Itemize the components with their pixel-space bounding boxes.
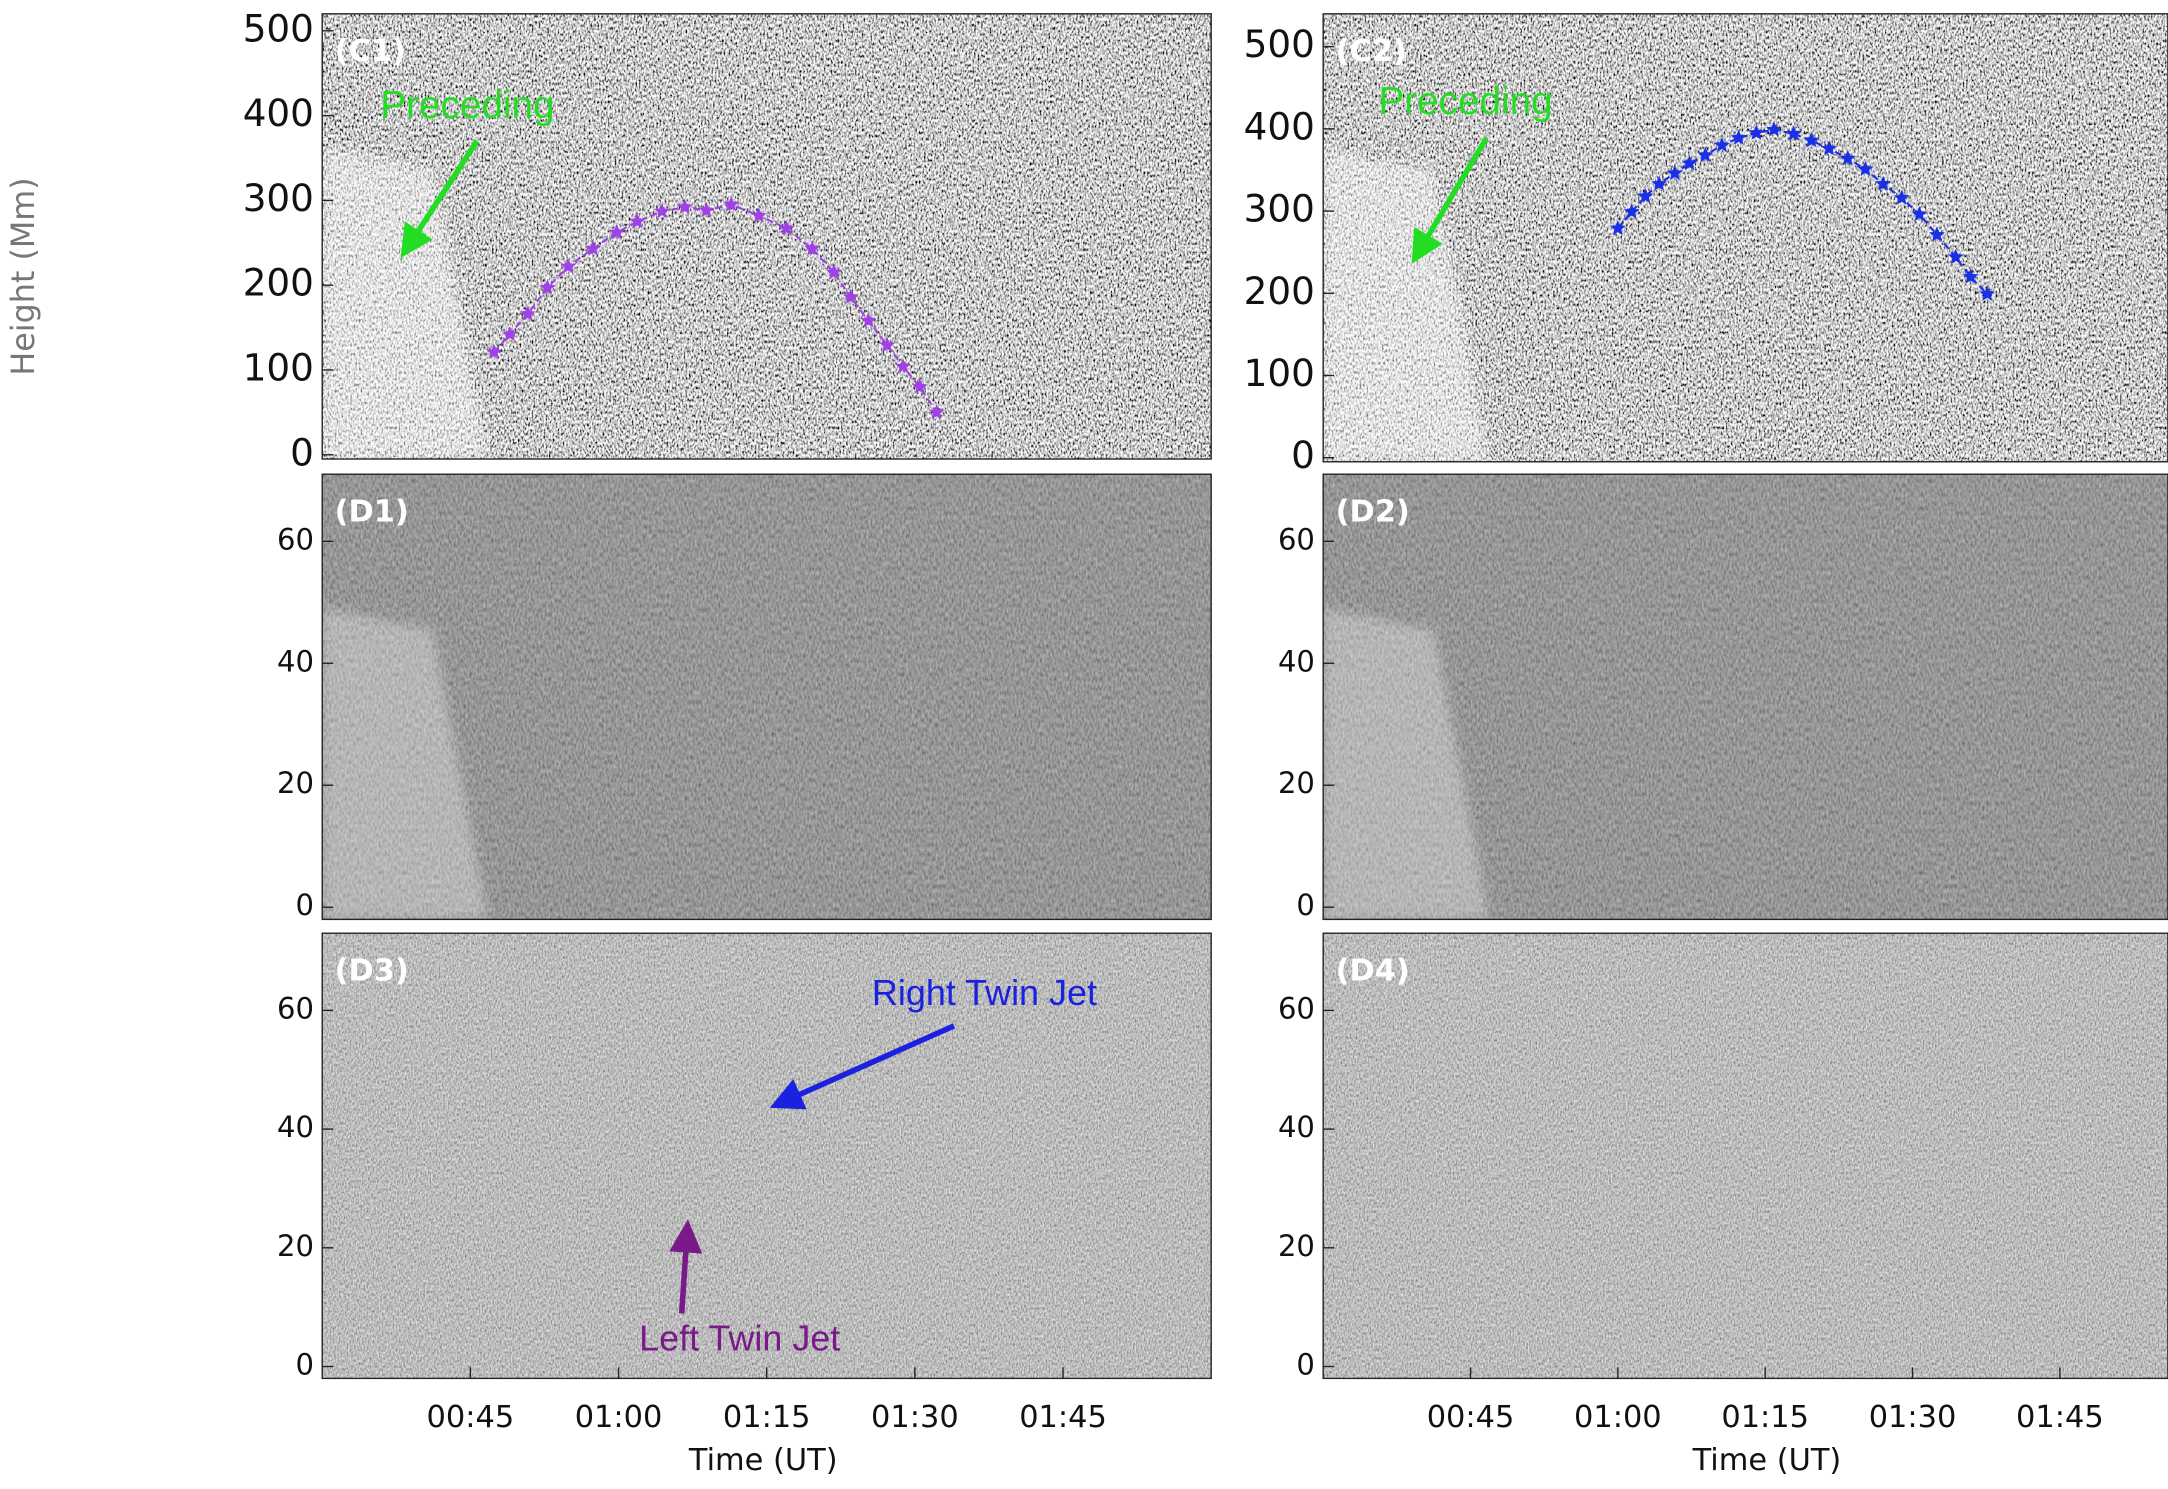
y-tick-label: 500 <box>243 6 314 50</box>
annotation: Preceding <box>380 84 554 127</box>
panel: 0 20 40 60 (D2) <box>1278 474 2168 922</box>
y-tick-label: 20 <box>277 1229 314 1263</box>
panel-label: (C2) <box>1336 34 1407 69</box>
x-tick-label: 01:00 <box>575 1400 663 1435</box>
figure: Height (Mm) 0100200300400500(C1)Precedin… <box>0 0 2168 1489</box>
annotation: Left Twin Jet <box>639 1318 840 1359</box>
annotation: Right Twin Jet <box>872 972 1097 1013</box>
y-tick-label: 100 <box>243 345 314 389</box>
x-tick-label: 01:15 <box>723 1400 811 1435</box>
y-axis-label: Height (Mm) <box>5 177 42 375</box>
panel: 0 20 40 60 00:45 01:00 01:15 01:30 01:45 Time (UT… <box>277 933 1211 1478</box>
panel-label: (D3) <box>335 953 409 988</box>
x-tick-label: 01:30 <box>871 1400 959 1435</box>
y-tick-label: 100 <box>1244 351 1315 395</box>
x-tick-label: 00:45 <box>1427 1400 1515 1435</box>
y-tick-label: 0 <box>1291 433 1315 477</box>
x-tick-label: 01:00 <box>1574 1400 1662 1435</box>
panel-label: (D1) <box>335 494 409 529</box>
x-tick-label: 01:45 <box>2016 1400 2104 1435</box>
y-tick-label: 500 <box>1244 22 1315 66</box>
y-tick-label: 40 <box>277 644 314 678</box>
y-tick-label: 0 <box>290 430 314 474</box>
y-tick-label: 200 <box>1244 269 1315 313</box>
y-tick-label: 20 <box>277 766 314 800</box>
annotation: Preceding <box>1378 80 1552 123</box>
y-tick-label: 40 <box>1278 644 1315 678</box>
y-tick-label: 40 <box>1278 1110 1315 1144</box>
y-tick-label: 20 <box>1278 1229 1315 1263</box>
x-axis-label: Time (UT) <box>1692 1443 1842 1478</box>
panel: 0 100 200 300 400 500 (C2) Preceding <box>1244 14 2168 477</box>
y-tick-label: 0 <box>1296 888 1314 922</box>
y-tick-label: 400 <box>1244 104 1315 148</box>
y-tick-label: 60 <box>277 991 314 1025</box>
panel: 0 20 40 60 00:45 01:00 01:15 01:30 01:45 Time (UT… <box>1278 933 2168 1478</box>
y-tick-label: 0 <box>295 888 313 922</box>
panel: 0 100 200 300 400 500 (C1) Preceding <box>243 6 1211 474</box>
y-tick-label: 0 <box>295 1348 313 1382</box>
panel-label: (D2) <box>1336 494 1410 529</box>
x-tick-label: 01:30 <box>1869 1400 1957 1435</box>
panel: 0 20 40 60 (D1) <box>277 474 1211 922</box>
x-tick-label: 01:15 <box>1721 1400 1809 1435</box>
y-tick-label: 200 <box>243 261 314 305</box>
y-tick-label: 300 <box>1244 187 1315 231</box>
y-tick-label: 0 <box>1296 1348 1314 1382</box>
y-tick-label: 300 <box>243 176 314 220</box>
panel-label: (D4) <box>1336 953 1410 988</box>
y-tick-label: 60 <box>1278 522 1315 556</box>
y-tick-label: 40 <box>277 1110 314 1144</box>
panel-background <box>1323 933 2168 1378</box>
y-tick-label: 20 <box>1278 766 1315 800</box>
x-axis-label: Time (UT) <box>688 1443 838 1478</box>
y-tick-label: 60 <box>1278 991 1315 1025</box>
x-tick-label: 00:45 <box>427 1400 515 1435</box>
y-tick-label: 400 <box>243 91 314 135</box>
x-tick-label: 01:45 <box>1019 1400 1107 1435</box>
panel-label: (C1) <box>335 34 406 69</box>
page: Height (Mm) 0100200300400500(C1)Precedin… <box>0 0 2168 1489</box>
y-tick-label: 60 <box>277 522 314 556</box>
